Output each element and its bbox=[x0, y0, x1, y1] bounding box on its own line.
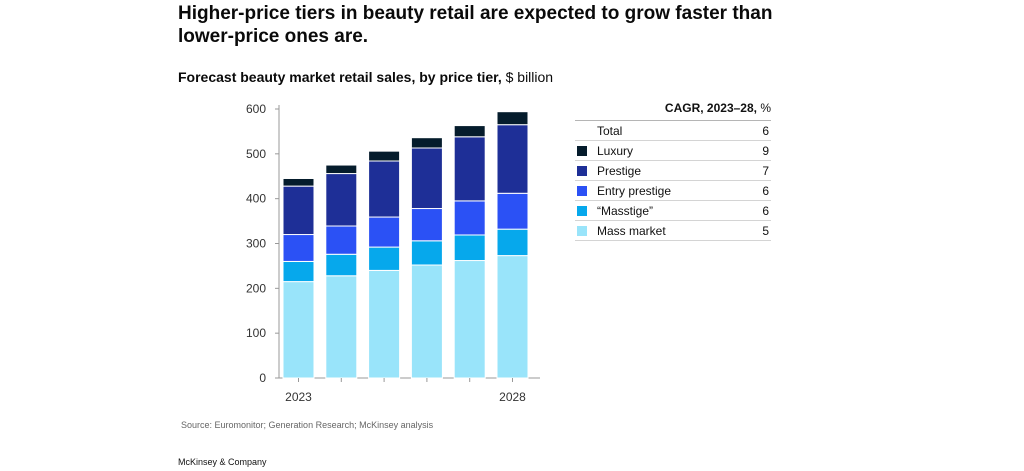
legend-swatch bbox=[577, 126, 587, 136]
bar-segment bbox=[325, 164, 358, 175]
legend-rows: Total 6 Luxury 9 Prestige 7 Entry prestige 6 “Ma… bbox=[575, 121, 771, 241]
legend-label: Entry prestige bbox=[597, 183, 672, 198]
bar-segment bbox=[410, 240, 443, 266]
subtitle-text: Forecast beauty market retail sales, by … bbox=[178, 69, 502, 85]
legend-header-unit: % bbox=[760, 101, 771, 115]
bar-segment bbox=[496, 111, 529, 126]
bar-segment bbox=[282, 185, 315, 236]
x-tick-label: 2028 bbox=[499, 390, 526, 404]
legend-header: CAGR, 2023–28, % bbox=[575, 100, 771, 121]
legend-label: “Masstige” bbox=[597, 203, 654, 218]
legend-value: 6 bbox=[762, 123, 769, 138]
y-tick-label: 500 bbox=[246, 147, 266, 161]
legend-row: Mass market 5 bbox=[575, 221, 771, 241]
y-tick-label: 100 bbox=[246, 326, 266, 340]
bar-segment bbox=[325, 275, 358, 379]
legend-label: Total bbox=[597, 123, 623, 138]
chart-subtitle: Forecast beauty market retail sales, by … bbox=[178, 68, 553, 86]
source-note: Source: Euromonitor; Generation Research… bbox=[181, 420, 434, 430]
bar-segment bbox=[325, 225, 358, 255]
y-tick-label: 300 bbox=[246, 237, 266, 251]
bar-segment bbox=[282, 234, 315, 262]
legend-value: 6 bbox=[762, 183, 769, 198]
bar-segment bbox=[453, 136, 486, 202]
bar-segment bbox=[325, 173, 358, 227]
legend-row: Total 6 bbox=[575, 121, 771, 141]
bar-segment bbox=[282, 260, 315, 283]
legend-swatch bbox=[577, 185, 587, 196]
subtitle-unit: $ billion bbox=[505, 69, 554, 85]
legend-swatch bbox=[577, 165, 587, 176]
bar-segment bbox=[496, 255, 529, 379]
bar-segment bbox=[282, 177, 315, 187]
bar-segment bbox=[496, 192, 529, 230]
legend-row: Entry prestige 6 bbox=[575, 181, 771, 201]
bar-segment bbox=[368, 216, 401, 248]
bar-segment bbox=[282, 281, 315, 379]
bar-segment bbox=[496, 228, 529, 257]
bar-segment bbox=[453, 260, 486, 379]
bar-segment bbox=[368, 246, 401, 271]
legend-value: 9 bbox=[762, 143, 769, 158]
bar-segment bbox=[453, 200, 486, 236]
legend-value: 5 bbox=[762, 223, 769, 238]
legend-row: Prestige 7 bbox=[575, 161, 771, 181]
bar-segment bbox=[453, 234, 486, 262]
legend-swatch bbox=[577, 225, 587, 236]
legend-value: 7 bbox=[762, 163, 769, 178]
bar-segment bbox=[368, 269, 401, 379]
cagr-legend-table: CAGR, 2023–28, % Total 6 Luxury 9 Prestige 7 E… bbox=[575, 100, 771, 241]
bar-segment bbox=[453, 125, 486, 138]
legend-row: Luxury 9 bbox=[575, 141, 771, 161]
legend-label: Luxury bbox=[597, 143, 634, 158]
bar-segment bbox=[325, 253, 358, 277]
bar-segment bbox=[496, 124, 529, 194]
bar-segment bbox=[410, 264, 443, 379]
bar-segment bbox=[410, 137, 443, 149]
y-tick-label: 0 bbox=[259, 371, 266, 385]
bar-segment bbox=[368, 150, 401, 162]
legend-header-title: CAGR, 2023–28, bbox=[664, 101, 757, 115]
legend-label: Mass market bbox=[597, 223, 666, 238]
chart-headline: Higher-price tiers in beauty retail are … bbox=[178, 3, 773, 47]
brand-footer: McKinsey & Company bbox=[178, 457, 267, 467]
legend-row: “Masstige” 6 bbox=[575, 201, 771, 221]
legend-swatch bbox=[577, 205, 587, 216]
x-tick-label: 2023 bbox=[285, 390, 312, 404]
bar-segment bbox=[410, 147, 443, 210]
y-tick-label: 600 bbox=[246, 102, 266, 116]
legend-label: Prestige bbox=[597, 163, 642, 178]
legend-swatch bbox=[577, 145, 587, 156]
y-tick-label: 400 bbox=[246, 192, 266, 206]
bar-segment bbox=[368, 160, 401, 218]
legend-value: 6 bbox=[762, 203, 769, 218]
y-tick-label: 200 bbox=[246, 281, 266, 295]
bar-segment bbox=[410, 208, 443, 242]
